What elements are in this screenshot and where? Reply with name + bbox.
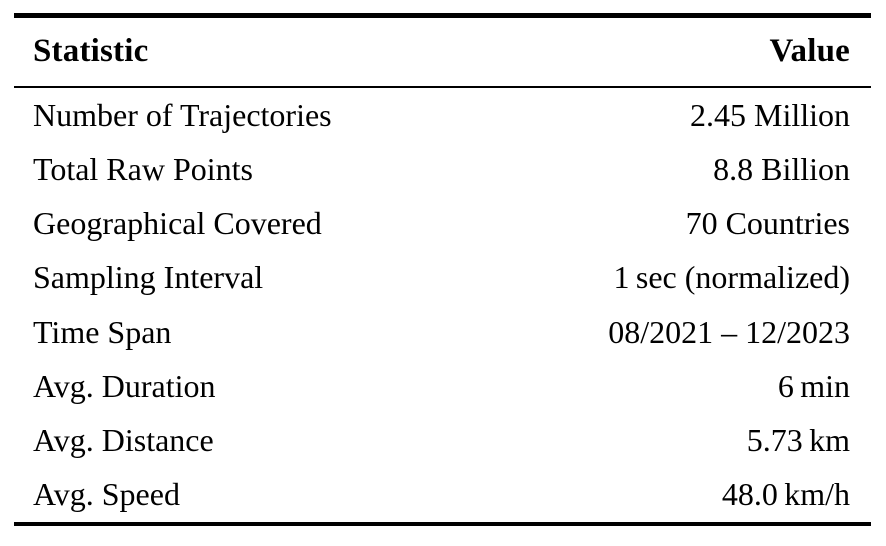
statistic-cell: Time Span	[33, 313, 172, 350]
table-bottom-rule	[14, 521, 871, 526]
value-cell: 1 sec (normalized)	[613, 259, 850, 296]
table-row: Avg. Speed 48.0 km/h	[14, 467, 871, 521]
value-cell: 48.0 km/h	[721, 476, 850, 513]
value-cell: 6 min	[777, 367, 850, 404]
table-header-row: Statistic Value	[14, 18, 871, 86]
statistic-cell: Avg. Speed	[33, 476, 180, 513]
column-header-value: Value	[769, 33, 850, 69]
table-row: Avg. Distance 5.73 km	[14, 413, 871, 467]
table-row: Avg. Duration 6 min	[14, 359, 871, 413]
table-row: Time Span 08/2021 – 12/2023	[14, 305, 871, 359]
statistics-table: Statistic Value Number of Trajectories 2…	[14, 13, 871, 526]
table-top-rule	[14, 13, 871, 18]
table-row: Geographical Covered 70 Countries	[14, 196, 871, 250]
value-cell: 5.73 km	[746, 422, 850, 459]
statistic-cell: Geographical Covered	[33, 205, 322, 242]
value-cell: 2.45 Million	[689, 96, 850, 133]
statistic-cell: Total Raw Points	[33, 150, 253, 187]
table-body: Number of Trajectories 2.45 Million Tota…	[14, 88, 871, 522]
table-row: Total Raw Points 8.8 Billion	[14, 142, 871, 196]
column-header-statistic: Statistic	[33, 33, 149, 69]
table-header-rule	[14, 85, 871, 88]
statistic-cell: Number of Trajectories	[33, 96, 332, 133]
table-row: Number of Trajectories 2.45 Million	[14, 88, 871, 142]
value-cell: 08/2021 – 12/2023	[608, 313, 850, 350]
statistic-cell: Avg. Duration	[33, 367, 216, 404]
value-cell: 8.8 Billion	[713, 150, 850, 187]
statistic-cell: Sampling Interval	[33, 259, 264, 296]
table-row: Sampling Interval 1 sec (normalized)	[14, 250, 871, 304]
statistic-cell: Avg. Distance	[33, 422, 214, 459]
value-cell: 70 Countries	[685, 205, 850, 242]
